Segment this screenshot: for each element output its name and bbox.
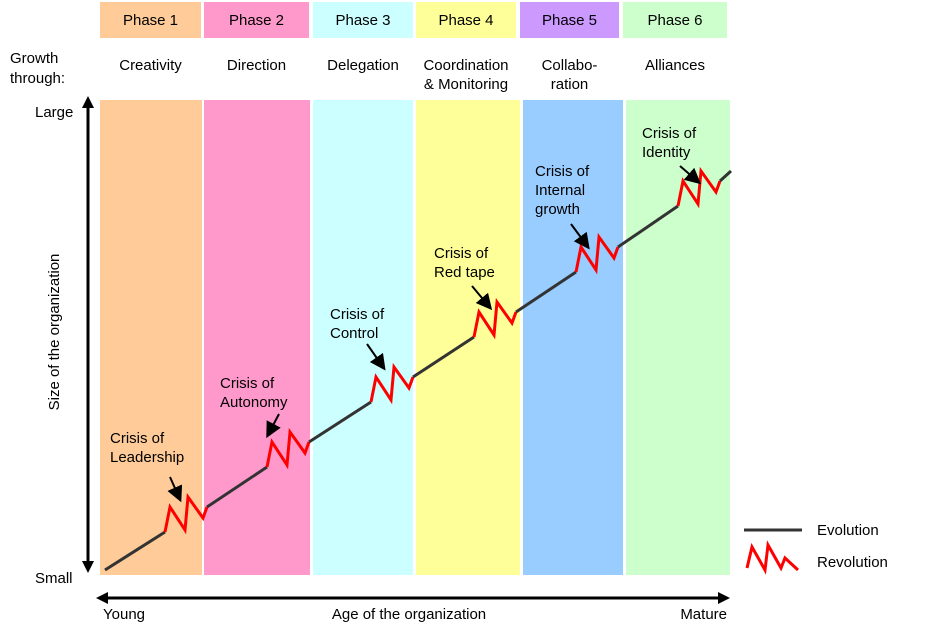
phase-band-2: [204, 100, 310, 575]
phase-header-2: [204, 2, 309, 38]
crisis-label-5: growth: [535, 201, 580, 218]
growth-label-4: & Monitoring: [424, 76, 508, 93]
phase-label-2: Phase 2: [229, 12, 284, 29]
evolution-segment-2: [206, 465, 268, 509]
evolution-segment-3: [308, 400, 372, 444]
revolution-zigzag-5: [574, 232, 620, 275]
growth-label-6: Alliances: [645, 57, 705, 74]
phase-label-4: Phase 4: [438, 12, 493, 29]
phase-band-6: [626, 100, 730, 575]
crisis-label-1: Leadership: [110, 449, 184, 466]
phase-header-1: [100, 2, 201, 38]
crisis-label-5: Crisis of: [535, 163, 590, 180]
phase-band-1: [100, 100, 202, 575]
growth-label-5: ration: [551, 76, 589, 93]
crisis-label-4: Crisis of: [434, 245, 489, 262]
phase-header-5: [520, 2, 619, 38]
phase-band-3: [313, 100, 413, 575]
phase-label-6: Phase 6: [647, 12, 702, 29]
phase-header-4: [416, 2, 516, 38]
crisis-label-6: Crisis of: [642, 125, 697, 142]
evolution-segment-6: [617, 204, 679, 249]
crisis-label-1: Crisis of: [110, 430, 165, 447]
phase-header-6: [623, 2, 727, 38]
crisis-arrow-4: [471, 285, 493, 311]
revolution-zigzag-4: [472, 297, 518, 340]
crisis-label-3: Control: [330, 325, 378, 342]
growth-label-1: Creativity: [119, 57, 182, 74]
crisis-label-5: Internal: [535, 182, 585, 199]
x-axis-left-label: Young: [103, 606, 145, 623]
phase-band-5: [523, 100, 623, 575]
crisis-label-2: Crisis of: [220, 375, 275, 392]
x-axis-right-label: Mature: [680, 606, 727, 623]
evolution-segment-1: [104, 530, 166, 572]
phase-label-3: Phase 3: [335, 12, 390, 29]
crisis-arrow-6: [679, 165, 702, 185]
crisis-label-4: Red tape: [434, 264, 495, 281]
crisis-arrow-3: [366, 343, 386, 371]
legend-evolution-label: Evolution: [817, 522, 879, 539]
y-axis-label: Size of the organization: [46, 254, 63, 411]
growth-through-label-line1: Growth: [10, 50, 58, 67]
phase-label-1: Phase 1: [123, 12, 178, 29]
phase-label-5: Phase 5: [542, 12, 597, 29]
x-axis-arrowhead-left: [96, 592, 108, 604]
evolution-segment-end: [718, 169, 733, 183]
growth-label-5: Collabo-: [542, 57, 598, 74]
x-axis-label: Age of the organization: [332, 606, 486, 623]
y-axis-arrowhead-bottom: [82, 561, 94, 573]
crisis-label-2: Autonomy: [220, 394, 288, 411]
revolution-zigzag-2: [265, 427, 311, 470]
growth-through-label-line2: through:: [10, 70, 65, 87]
legend-revolution-label: Revolution: [817, 554, 888, 571]
crisis-label-3: Crisis of: [330, 306, 385, 323]
y-axis-top-label: Large: [35, 104, 73, 121]
crisis-arrow-5: [570, 223, 590, 250]
crisis-arrow-1: [167, 476, 183, 503]
revolution-zigzag-6: [676, 166, 722, 209]
x-axis-arrowhead-right: [718, 592, 730, 604]
evolution-segment-5: [515, 270, 577, 314]
revolution-zigzag-1: [163, 492, 209, 535]
growth-label-2: Direction: [227, 57, 286, 74]
y-axis-bottom-label: Small: [35, 570, 73, 587]
growth-label-4: Coordination: [423, 57, 508, 74]
revolution-zigzag-3: [369, 362, 415, 405]
crisis-arrow-2: [266, 413, 281, 439]
growth-label-3: Delegation: [327, 57, 399, 74]
phase-band-4: [416, 100, 520, 575]
evolution-segment-4: [412, 335, 475, 379]
crisis-label-6: Identity: [642, 144, 691, 161]
y-axis-arrowhead-top: [82, 96, 94, 108]
phase-header-3: [313, 2, 413, 38]
legend-revolution-swatch: [745, 540, 800, 575]
